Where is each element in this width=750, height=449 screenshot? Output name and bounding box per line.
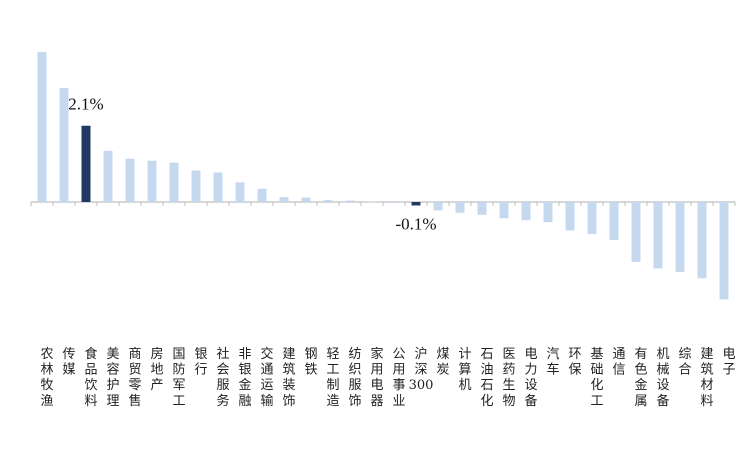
tick-label-24: 环保 <box>568 347 581 378</box>
bar-3 <box>103 150 113 202</box>
tick-label-17: 沪深 300 <box>409 346 434 393</box>
axis-layer <box>30 201 736 206</box>
bar-29 <box>675 202 685 272</box>
tick-label-27: 有色金属 <box>634 347 647 409</box>
tick-label-20: 石油石化 <box>480 347 493 409</box>
tick-label-21: 医药生物 <box>502 347 515 409</box>
tick-label-22: 电力设备 <box>524 347 537 409</box>
bar-8 <box>213 172 223 202</box>
bar-14 <box>345 200 355 202</box>
data-label-0: 2.1% <box>68 95 103 114</box>
tick-label-19: 计算机 <box>458 347 471 393</box>
tick-label-16: 公用事业 <box>392 347 405 409</box>
bar-7 <box>191 170 201 202</box>
bar-24 <box>565 202 575 231</box>
tick-label-9: 非银金融 <box>238 347 251 409</box>
bar-26 <box>609 202 619 240</box>
bar-25 <box>587 202 597 234</box>
tick-label-29: 综合 <box>678 347 691 378</box>
labels-layer: 农林牧渔传媒食品饮料美容护理商贸零售房地产国防军工银行社会服务非银金融交通运输建… <box>40 95 735 409</box>
tick-label-3: 美容护理 <box>106 347 119 409</box>
tick-label-4: 商贸零售 <box>128 347 141 409</box>
bar-10 <box>257 188 267 202</box>
tick-label-26: 通信 <box>612 347 625 378</box>
tick-label-11: 建筑装饰 <box>282 347 295 409</box>
bar-19 <box>455 202 465 213</box>
bar-21 <box>499 202 509 219</box>
tick-label-6: 国防军工 <box>172 347 185 409</box>
tick-label-18: 煤炭 <box>436 347 449 378</box>
bar-0 <box>37 51 47 202</box>
bar-12 <box>301 197 311 202</box>
bar-16 <box>389 202 399 203</box>
bar-6 <box>169 162 179 202</box>
tick-label-25: 基础化工 <box>590 347 603 409</box>
tick-label-13: 轻工制造 <box>326 347 339 409</box>
bar-1 <box>59 87 69 202</box>
tick-label-31: 电子 <box>722 347 735 378</box>
tick-label-30: 建筑材料 <box>700 347 713 409</box>
bar-23 <box>543 202 553 223</box>
tick-label-2: 食品饮料 <box>84 346 97 409</box>
tick-label-23: 汽车 <box>546 347 559 378</box>
bar-28 <box>653 202 663 269</box>
bar-20 <box>477 202 487 215</box>
tick-label-14: 纺织服饰 <box>348 347 361 409</box>
tick-label-5: 房地产 <box>150 346 163 393</box>
tick-label-7: 银行 <box>194 347 207 378</box>
bar-15 <box>367 201 377 203</box>
bar-9 <box>235 182 245 202</box>
bar-11 <box>279 197 289 202</box>
bar-2 <box>81 125 91 202</box>
tick-label-12: 钢铁 <box>304 347 317 378</box>
bar-27 <box>631 202 641 263</box>
data-label-1: -0.1% <box>395 214 436 233</box>
bar-31 <box>719 202 729 300</box>
bar-4 <box>125 158 135 202</box>
tick-label-15: 家用电器 <box>370 346 383 409</box>
bar-5 <box>147 160 157 202</box>
bar-18 <box>433 202 443 211</box>
bars-layer <box>37 51 729 300</box>
bar-13 <box>323 200 333 202</box>
bar-22 <box>521 202 531 221</box>
tick-label-8: 社会服务 <box>216 346 229 409</box>
bar-17 <box>411 202 421 206</box>
tick-label-0: 农林牧渔 <box>40 347 53 409</box>
tick-label-28: 机械设备 <box>656 347 669 409</box>
tick-label-1: 传媒 <box>62 347 75 378</box>
tick-label-10: 交通运输 <box>260 346 273 409</box>
bar-30 <box>697 202 707 279</box>
